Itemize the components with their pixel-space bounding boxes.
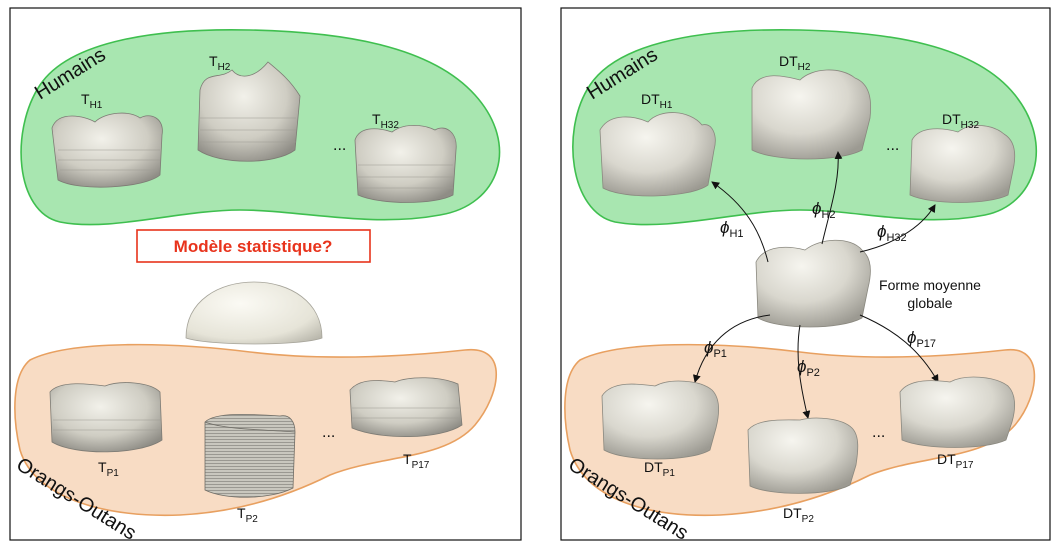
mean-shape-label-line2: globale <box>907 295 952 311</box>
left-tooth-p17 <box>349 377 463 438</box>
left-label-th32: TH32 <box>372 111 399 131</box>
right-ellipsis-bottom: ... <box>872 424 885 441</box>
right-tooth-p2 <box>747 417 859 494</box>
right-tooth-h3 <box>909 125 1016 203</box>
arrow-phi-p1 <box>692 314 771 383</box>
right-tooth-p17 <box>899 376 1016 448</box>
right-label-dth1: DTH1 <box>641 91 673 111</box>
statistical-model-box <box>136 229 371 263</box>
phi-label-p1: ϕP1 <box>704 338 727 360</box>
arrow-phi-h2 <box>821 151 843 245</box>
right-tooth-p1 <box>601 380 720 460</box>
phi-label-h2: ϕH2 <box>812 199 836 221</box>
left-label-th2: TH2 <box>209 53 231 73</box>
phi-label-h1: ϕH1 <box>720 218 744 240</box>
right-ellipsis-top: ... <box>886 137 899 154</box>
left-ellipsis-top: ... <box>333 137 346 154</box>
mean-shape-label-line1: Forme moyenne <box>879 277 981 293</box>
arrow-phi-p2 <box>797 324 811 419</box>
phi-label-p17: ϕP17 <box>907 328 936 350</box>
arrow-phi-h32 <box>859 204 936 253</box>
left-label-tp17: TP17 <box>403 451 430 471</box>
left-tooth-p2 <box>204 413 296 498</box>
right-label-dtp17: DTP17 <box>937 451 974 471</box>
arrow-phi-h1 <box>711 181 769 263</box>
left-tooth-h2 <box>197 61 301 162</box>
right-tooth-h1 <box>599 112 716 197</box>
left-label-th1: TH1 <box>81 91 103 111</box>
right-label-dth32: DTH32 <box>942 111 979 131</box>
phi-label-h32: ϕH32 <box>877 222 907 244</box>
statistical-model-question: Modèle statistique? <box>174 237 333 256</box>
right-tooth-h2 <box>751 69 872 160</box>
sphere-dome <box>185 281 323 345</box>
phi-label-p2: ϕP2 <box>797 357 820 379</box>
right-label-dtp1: DTP1 <box>644 459 675 479</box>
left-tooth-p1 <box>49 382 163 453</box>
left-ellipsis-bottom: ... <box>322 424 335 441</box>
mean-shape-tooth <box>755 239 871 328</box>
right-label-dtp2: DTP2 <box>783 505 814 525</box>
right-label-dth2: DTH2 <box>779 53 811 73</box>
left-label-tp2: TP2 <box>237 505 258 525</box>
arrow-phi-p17 <box>859 314 939 383</box>
left-label-tp1: TP1 <box>98 459 119 479</box>
left-tooth-h1 <box>51 112 163 188</box>
left-tooth-h3 <box>354 124 457 203</box>
